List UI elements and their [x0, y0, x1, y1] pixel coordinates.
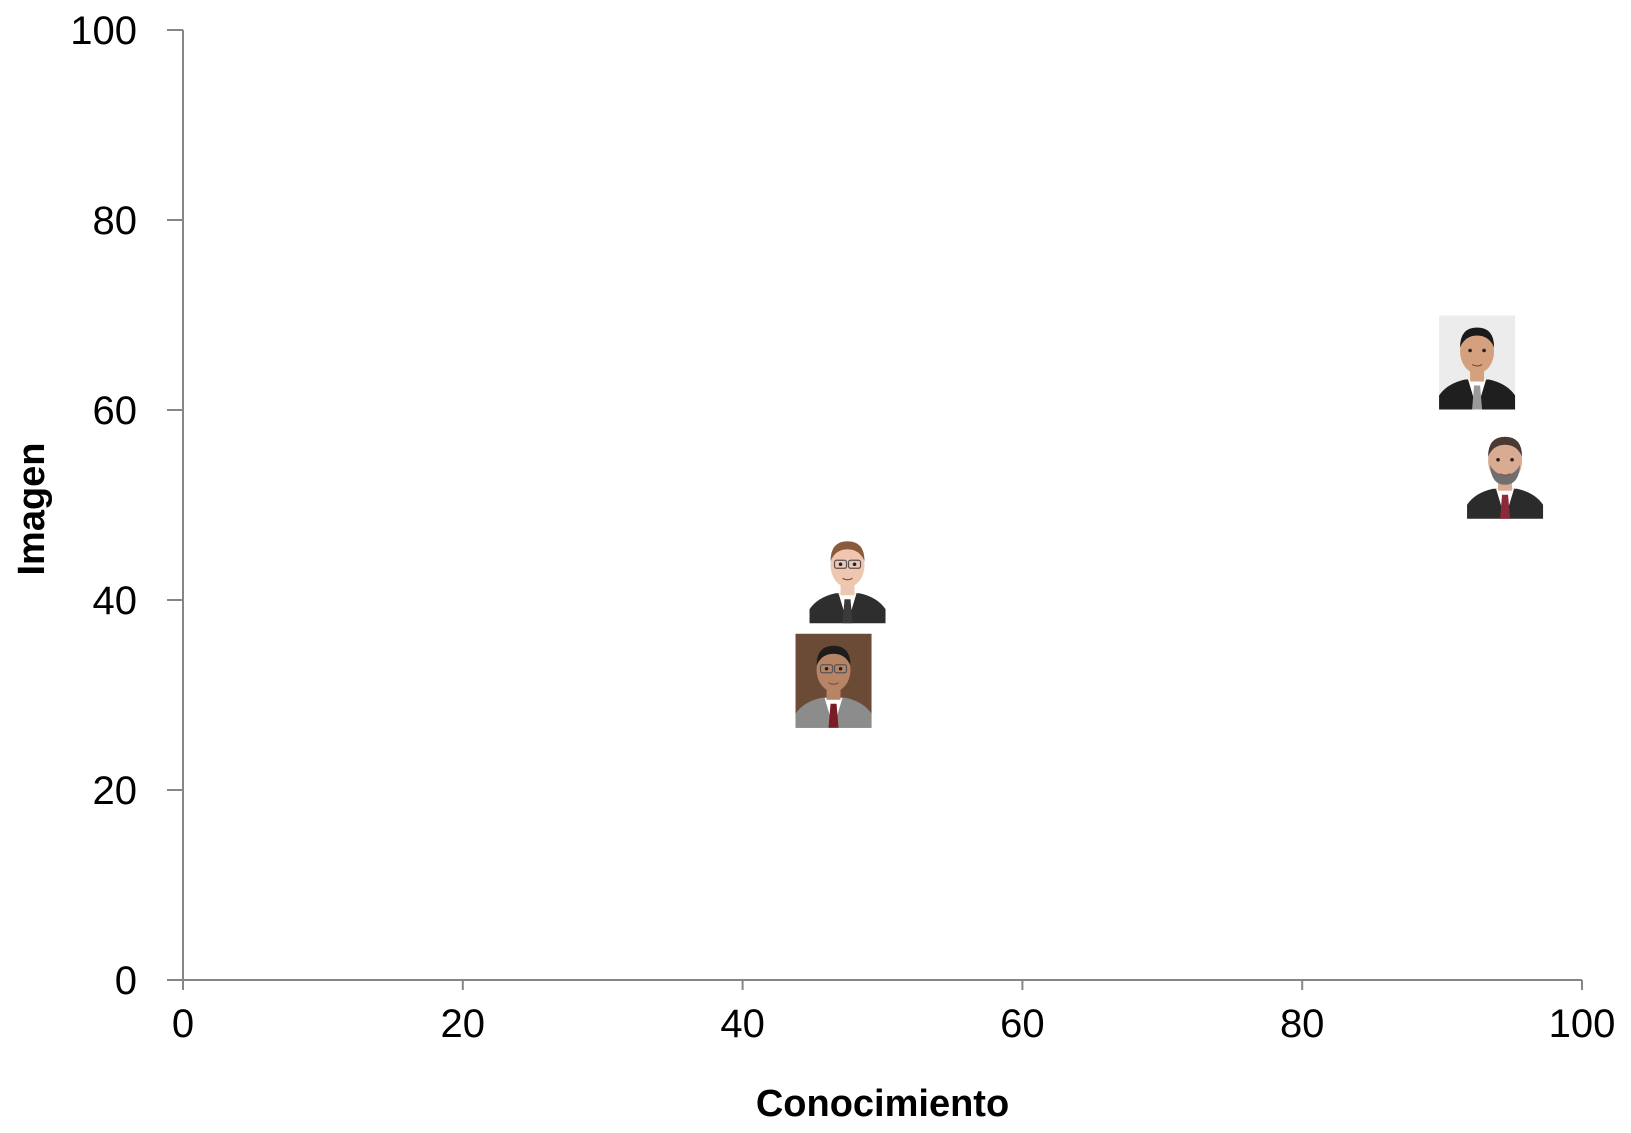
portrait-face	[1460, 329, 1495, 374]
y-tick-label: 80	[93, 199, 138, 243]
portrait-mouth	[828, 682, 839, 685]
portrait-hair	[816, 645, 851, 666]
portrait-eye	[838, 562, 843, 567]
x-axis-title: Conocimiento	[756, 1083, 1009, 1125]
portrait-eye	[852, 562, 857, 567]
portrait-glasses	[819, 664, 834, 674]
y-tick-label: 100	[70, 9, 137, 53]
portrait-mouth	[1499, 473, 1511, 476]
x-tick-label: 60	[1000, 1002, 1045, 1046]
x-tick-label: 20	[441, 1002, 486, 1046]
portrait-eye	[838, 666, 843, 671]
portrait-face	[816, 647, 851, 692]
portrait-eye	[1482, 348, 1486, 353]
points-layer	[795, 315, 1544, 728]
x-tick-label: 100	[1549, 1002, 1616, 1046]
portrait-eye	[1468, 348, 1472, 353]
scatter-point-portrait	[795, 633, 872, 728]
portrait-hair	[1460, 327, 1495, 348]
y-tick-label: 20	[93, 769, 138, 813]
portrait-glasses	[833, 664, 848, 674]
portrait-hair	[830, 541, 865, 562]
y-tick-label: 0	[115, 959, 137, 1003]
portrait-tie	[1472, 385, 1483, 410]
portrait-hair	[1488, 436, 1523, 457]
portrait-face	[830, 543, 865, 588]
portrait-neck	[840, 585, 855, 596]
y-axis-title: Imagen	[11, 442, 53, 575]
portrait-neck	[1498, 480, 1513, 491]
axes-layer	[182, 30, 1582, 981]
portrait-glasses	[847, 559, 862, 569]
x-tick-label: 0	[172, 1002, 194, 1046]
portrait-mouth	[842, 577, 853, 581]
portrait-neck	[826, 689, 841, 700]
ticks-layer: 0 20 40 60 80 100 0 20 40 60 80 100	[70, 9, 1615, 1046]
scatter-point-portrait	[1467, 424, 1544, 519]
portrait-eye	[1510, 457, 1514, 462]
scatter-point-portrait	[1439, 315, 1516, 410]
portrait-mouth	[1471, 363, 1483, 367]
x-tick-label: 80	[1280, 1002, 1325, 1046]
portrait-tie	[842, 599, 853, 624]
portrait-tie	[1500, 494, 1511, 519]
y-tick-label: 40	[93, 579, 138, 623]
scatter-point-portrait	[809, 529, 886, 624]
x-tick-label: 40	[720, 1002, 765, 1046]
portrait-face	[1488, 438, 1523, 483]
portrait-eye	[1496, 457, 1500, 462]
portrait-glasses	[833, 559, 848, 569]
y-tick-label: 60	[93, 389, 138, 433]
portrait-neck	[1470, 371, 1485, 382]
portrait-eye	[824, 666, 829, 671]
portrait-tie	[828, 703, 839, 728]
